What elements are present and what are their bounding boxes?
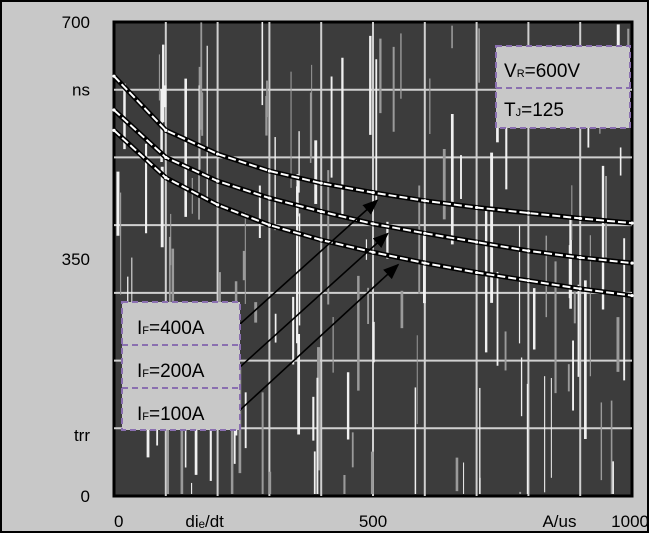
arrow-series-2 (239, 263, 400, 411)
y-axis-text-1: trr (74, 426, 90, 445)
point-series-1 (267, 196, 271, 200)
vr-label: VR=600V (504, 61, 580, 82)
point-series-2 (526, 279, 531, 283)
arrow-series-1 (239, 232, 389, 368)
point-series-0 (112, 74, 116, 78)
point-series-0 (216, 152, 220, 156)
point-series-0 (423, 199, 427, 203)
y-tick-label-1: 350 (62, 250, 90, 269)
point-series-0 (630, 221, 634, 225)
point-series-1 (526, 249, 531, 253)
conditions-box: VR=600V TJ=125 (495, 45, 631, 129)
legend-if200: IF=200A (137, 361, 205, 382)
point-series-1 (475, 240, 479, 244)
x-tick-label-0: 0 (114, 512, 123, 531)
point-series-2 (112, 128, 116, 132)
point-series-1 (216, 179, 220, 183)
point-series-2 (319, 238, 323, 242)
point-series-2 (164, 176, 168, 180)
point-series-1 (319, 210, 323, 214)
point-series-1 (423, 231, 427, 235)
legend-if400: IF=400A (137, 318, 205, 339)
point-series-2 (630, 293, 634, 298)
tj-label: TJ=125 (504, 100, 564, 121)
point-series-2 (423, 261, 427, 265)
tick-labels: 700 350 0 ns trr 0 500 1000 diₑ/dt A/us (62, 13, 649, 531)
series-legend: IF=400A IF=200A IF=100A (121, 301, 241, 431)
arrow-series-0 (239, 199, 379, 325)
y-tick-label-0: 700 (62, 13, 90, 32)
point-series-2 (578, 287, 582, 291)
y-axis-text-0: ns (72, 81, 90, 100)
x-axis-text-1: A/us (542, 512, 576, 531)
point-series-1 (371, 222, 375, 226)
point-series-1 (578, 256, 582, 260)
point-series-0 (526, 211, 531, 215)
y-tick-label-2: 0 (81, 487, 90, 506)
point-series-1 (112, 108, 116, 112)
point-series-0 (475, 205, 479, 210)
point-series-0 (267, 169, 271, 173)
curves (112, 74, 634, 299)
x-tick-label-1: 500 (359, 512, 387, 531)
point-series-2 (216, 203, 220, 207)
point-series-0 (578, 216, 582, 220)
point-series-2 (267, 223, 271, 227)
point-series-1 (164, 155, 168, 160)
point-series-0 (319, 181, 323, 185)
legend-if100: IF=100A (137, 404, 205, 425)
point-series-1 (630, 261, 634, 265)
arrows (239, 199, 400, 411)
x-tick-label-2: 1000 (611, 512, 649, 531)
x-axis-text-0: diₑ/dt (185, 512, 224, 531)
series-legend-bg (121, 301, 241, 431)
point-series-2 (371, 250, 375, 254)
point-series-0 (164, 128, 168, 132)
point-series-0 (371, 191, 375, 195)
point-series-2 (475, 270, 479, 275)
